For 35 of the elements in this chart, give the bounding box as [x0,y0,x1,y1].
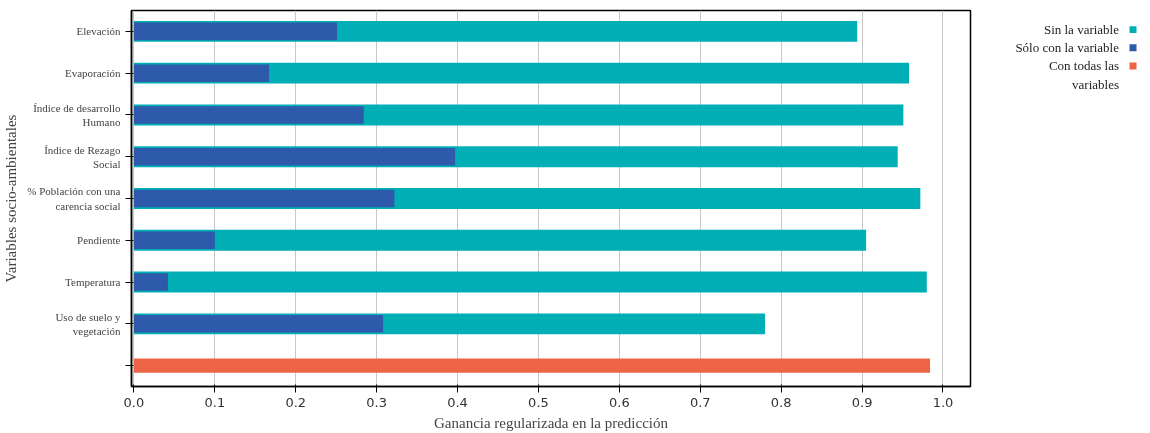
x-tick-label: 0.7 [689,394,711,410]
x-tick-label: 0.9 [851,394,873,410]
bar [133,358,931,373]
x-tick-label: 0.0 [123,394,145,410]
y-tick-label: Uso de suelo y vegetación [55,310,121,338]
x-tick-label: 0.2 [285,394,307,410]
y-tick-label: Índice de desarrollo Humano [33,101,121,129]
x-tick-label: 1.0 [932,394,954,410]
bar [133,22,337,41]
legend-label: Sin la variable [1043,21,1120,37]
bar [133,64,270,82]
legend-label: Con todas las variables [1048,58,1120,92]
x-tick-label: 0.3 [366,394,387,410]
y-tick-label: Pendiente [77,234,121,247]
x-tick-label: 0.4 [447,394,468,410]
bar [133,315,384,333]
y-tick-label: Temperatura [65,276,121,289]
x-tick-label: 0.8 [770,394,792,410]
bar [133,147,456,166]
bar [133,271,927,293]
y-tick-label: Evaporación [64,67,121,80]
y-tick-label: Índice de Rezago Social [44,143,121,170]
x-axis-title: Ganancia regularizada en la predicción [433,414,669,431]
x-tick-label: 0.5 [528,394,549,410]
x-tick-label: 0.6 [609,394,630,410]
y-tick-label: Elevación [76,25,121,38]
bar [133,229,867,251]
x-tick-label: 0.1 [204,394,226,410]
bar [133,189,395,208]
bar [133,231,215,250]
y-axis-title: Variables socio-ambientales [3,114,20,283]
legend-label: Sólo con la variable [1015,39,1120,55]
bar [133,106,364,124]
y-tick-label: % Población con una carencia social [27,185,121,212]
bar [133,273,168,291]
